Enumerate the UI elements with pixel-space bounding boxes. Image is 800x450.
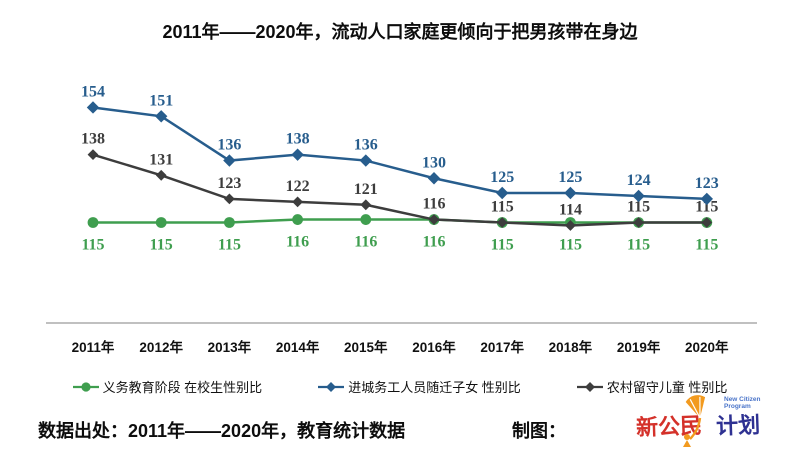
data-point-marker <box>291 148 304 161</box>
data-point-marker <box>87 217 99 228</box>
data-point-marker <box>564 186 577 200</box>
logo-figure-body <box>683 440 691 447</box>
x-axis-tick-label: 2016年 <box>412 339 456 355</box>
legend-item-compulsory-education: 义务教育阶段 在校生性别比 <box>72 377 263 396</box>
data-point-marker <box>427 172 441 185</box>
data-label: 121 <box>354 181 378 198</box>
data-point-marker <box>565 220 576 231</box>
data-point-marker <box>701 217 713 228</box>
line-circle-marker-icon <box>72 381 99 392</box>
data-label: 115 <box>695 237 718 254</box>
series-line <box>92 106 707 201</box>
chart-legend: 义务教育阶段 在校生性别比 进城务工人员随迁子女 性别比 农村留守儿童 性别比 <box>0 377 800 396</box>
logo-figure-icon <box>684 434 690 440</box>
data-label: 115 <box>491 199 514 216</box>
data-label: 116 <box>354 234 377 251</box>
data-point-marker <box>428 214 440 225</box>
data-point-marker <box>155 169 167 181</box>
data-label: 115 <box>627 199 650 216</box>
data-point-marker <box>87 149 99 161</box>
data-label: 138 <box>286 131 310 148</box>
data-label: 136 <box>217 137 241 154</box>
data-point-marker <box>633 217 644 228</box>
logo-text-english: New Citizen Program <box>724 396 761 410</box>
data-label: 114 <box>559 201 582 218</box>
ginkgo-leaf-icon <box>683 395 706 447</box>
data-label: 123 <box>217 175 241 192</box>
data-label: 136 <box>354 137 378 154</box>
logo-text-blue: 计划 <box>715 412 761 439</box>
data-label: 138 <box>81 131 105 148</box>
data-point-marker <box>632 189 645 203</box>
x-axis-tick-label: 2015年 <box>344 339 388 355</box>
legend-label: 进城务工人员随迁子女 性别比 <box>348 380 521 395</box>
data-label: 125 <box>558 169 582 186</box>
data-label: 116 <box>286 234 309 251</box>
data-label: 151 <box>149 92 173 109</box>
data-point-marker <box>223 154 236 167</box>
line-diamond-marker-icon <box>318 381 345 392</box>
data-label: 115 <box>491 237 514 254</box>
x-axis-tick-label: 2012年 <box>139 339 183 355</box>
data-point-marker <box>496 217 508 228</box>
legend-label: 义务教育阶段 在校生性别比 <box>102 380 263 395</box>
data-label: 115 <box>695 199 718 216</box>
data-point-marker <box>700 192 713 206</box>
data-label: 154 <box>81 83 105 100</box>
data-point-marker <box>360 214 372 225</box>
series-line <box>92 153 707 227</box>
data-label: 124 <box>627 172 651 189</box>
x-axis-tick-label: 2011年 <box>72 339 115 355</box>
data-label: 131 <box>149 151 173 168</box>
data-label: 116 <box>422 234 445 251</box>
data-point-marker <box>224 217 235 228</box>
data-label: 115 <box>627 237 650 254</box>
data-point-marker <box>496 186 509 200</box>
data-label: 130 <box>422 154 446 171</box>
x-axis-tick-label: 2020年 <box>685 339 729 355</box>
data-point-marker <box>86 101 100 114</box>
data-point-marker <box>155 217 167 228</box>
legend-label: 农村留守儿童 性别比 <box>606 380 728 395</box>
x-axis-tick-label: 2014年 <box>276 339 320 355</box>
data-label: 115 <box>81 237 104 254</box>
data-label: 115 <box>559 237 582 254</box>
data-label: 116 <box>422 196 445 213</box>
credit-label: 制图： <box>512 421 566 441</box>
x-axis-tick-label: 2019年 <box>617 339 661 355</box>
data-label: 115 <box>218 237 241 254</box>
data-point-marker <box>224 193 235 205</box>
data-label: 122 <box>286 178 310 195</box>
data-label: 115 <box>150 237 173 254</box>
x-axis-tick-label: 2013年 <box>208 339 252 355</box>
data-point-marker <box>155 110 168 123</box>
data-point-marker <box>292 196 303 208</box>
data-label: 125 <box>490 169 514 186</box>
x-axis-tick-label: 2018年 <box>549 339 593 355</box>
legend-item-migrant-children: 进城务工人员随迁子女 性别比 <box>318 377 521 396</box>
data-label: 123 <box>695 175 719 192</box>
data-source-text: 数据出处：2011年——2020年，教育统计数据 <box>38 421 406 441</box>
data-point-marker <box>360 199 372 211</box>
data-point-marker <box>292 214 303 225</box>
chart-title: 2011年——2020年，流动人口家庭更倾向于把男孩带在身边 <box>162 22 638 42</box>
x-axis-tick-label: 2017年 <box>480 339 524 355</box>
line-diamond-marker-icon <box>576 381 603 392</box>
new-citizen-program-logo: 新公民 New Citizen Program 计划 <box>636 393 776 449</box>
series-line <box>93 218 707 224</box>
legend-item-left-behind-children: 农村留守儿童 性别比 <box>576 377 728 396</box>
data-point-marker <box>359 154 372 167</box>
